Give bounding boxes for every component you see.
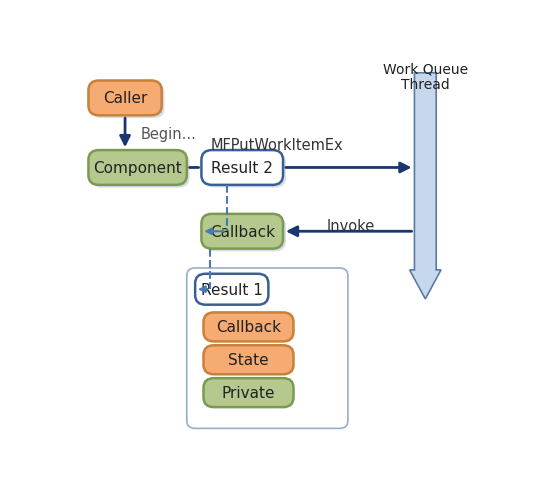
FancyBboxPatch shape (89, 151, 187, 185)
FancyBboxPatch shape (206, 381, 296, 410)
FancyBboxPatch shape (204, 217, 286, 252)
FancyBboxPatch shape (91, 153, 190, 188)
Polygon shape (410, 74, 441, 299)
Text: Begin...: Begin... (141, 127, 197, 142)
FancyBboxPatch shape (195, 274, 268, 305)
FancyBboxPatch shape (204, 346, 294, 375)
Text: Component: Component (93, 161, 182, 176)
FancyBboxPatch shape (204, 378, 294, 407)
FancyBboxPatch shape (201, 151, 283, 185)
Text: Private: Private (222, 385, 275, 400)
FancyBboxPatch shape (187, 269, 348, 428)
FancyBboxPatch shape (201, 214, 283, 249)
FancyBboxPatch shape (204, 153, 286, 188)
Text: State: State (228, 353, 269, 368)
Text: Callback: Callback (210, 224, 275, 239)
Text: Result 1: Result 1 (201, 282, 262, 297)
FancyBboxPatch shape (206, 348, 296, 377)
Text: Result 2: Result 2 (211, 161, 273, 176)
Text: Callback: Callback (216, 320, 281, 335)
FancyBboxPatch shape (204, 313, 294, 342)
FancyBboxPatch shape (89, 81, 161, 116)
Text: Caller: Caller (103, 91, 147, 106)
FancyBboxPatch shape (198, 277, 271, 308)
FancyBboxPatch shape (206, 316, 296, 344)
Text: Work Queue
Thread: Work Queue Thread (383, 62, 468, 92)
FancyBboxPatch shape (91, 84, 165, 119)
Text: Invoke: Invoke (327, 218, 375, 233)
Text: MFPutWorkItemEx: MFPutWorkItemEx (211, 137, 343, 152)
